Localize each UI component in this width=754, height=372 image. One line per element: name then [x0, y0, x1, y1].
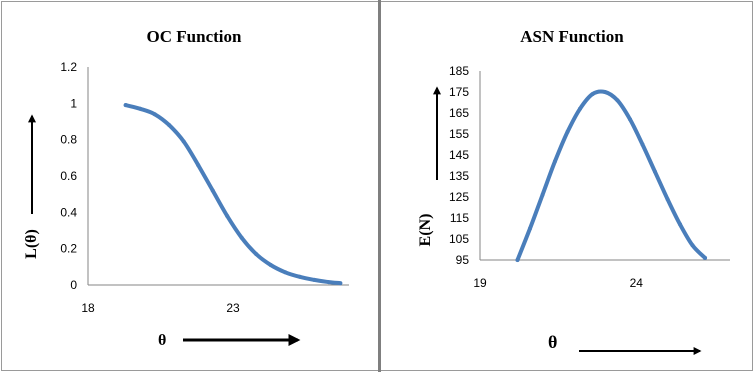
asn-y-tick-label: 175	[449, 85, 469, 99]
oc-y-tick-label: 0.6	[60, 169, 77, 183]
asn-y-tick-label: 105	[449, 232, 469, 246]
asn-y-tick-label: 155	[449, 127, 469, 141]
oc-chart: OC Function 00.20.40.60.811.2 18 23 L(θ) …	[23, 27, 349, 349]
asn-y-tick-label: 95	[456, 253, 470, 267]
oc-y-tick-label: 0.4	[60, 205, 77, 219]
oc-y-tick-label: 1	[70, 96, 77, 110]
oc-x-ticks: 18 23	[81, 301, 240, 315]
oc-y-label: L(θ)	[23, 229, 40, 259]
oc-y-tick-label: 0.2	[60, 242, 77, 256]
oc-x-tick-label: 18	[81, 301, 95, 315]
oc-chart-title: OC Function	[147, 27, 242, 46]
asn-y-tick-label: 165	[449, 106, 469, 120]
asn-y-tick-label: 145	[449, 148, 469, 162]
asn-x-tick-label: 19	[473, 276, 487, 290]
oc-y-tick-label: 0	[70, 278, 77, 292]
oc-series-points	[123, 103, 343, 286]
asn-y-ticks: 95 105 115 125 135 145 155 165 175 185	[449, 64, 469, 267]
asn-series-line	[515, 89, 707, 262]
asn-chart: ASN Function 95 105 115 125 135 145 155 165 175 1…	[417, 27, 730, 355]
asn-y-tick-label: 185	[449, 64, 469, 78]
oc-y-ticks: 0 0.2 0.4 0.6 0.8 1 1.2	[60, 60, 77, 292]
oc-y-tick-label: 0.8	[60, 133, 77, 147]
asn-series-points	[515, 90, 707, 262]
asn-y-tick-label: 125	[449, 190, 469, 204]
asn-y-tick-label: 115	[450, 211, 469, 225]
panel-divider	[378, 0, 381, 372]
asn-x-ticks: 19 24	[473, 276, 643, 290]
oc-series-line	[123, 103, 343, 286]
asn-x-tick-label: 24	[630, 276, 644, 290]
oc-y-tick-label: 1.2	[60, 60, 77, 74]
asn-y-tick-label: 135	[449, 169, 469, 183]
asn-x-label: θ	[548, 332, 557, 352]
oc-x-tick-label: 23	[226, 301, 240, 315]
asn-y-label: E(N)	[417, 214, 434, 247]
oc-x-label: θ	[158, 332, 166, 349]
asn-chart-title: ASN Function	[520, 27, 624, 46]
